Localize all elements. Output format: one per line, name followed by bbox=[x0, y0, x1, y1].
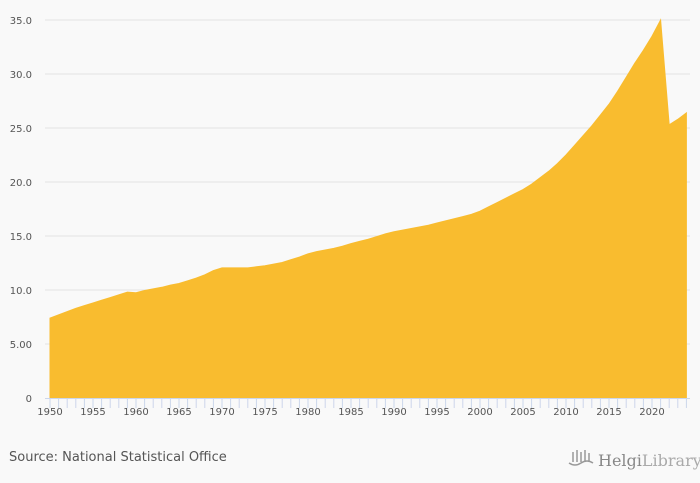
area-fill bbox=[49, 18, 687, 399]
x-tick-label: 1950 bbox=[37, 407, 62, 418]
x-tick-label: 1980 bbox=[295, 407, 320, 418]
x-tick-label: 2015 bbox=[596, 407, 621, 418]
x-tick-label: 1955 bbox=[80, 407, 105, 418]
y-tick-label: 20.0 bbox=[10, 178, 32, 189]
x-tick-label: 2000 bbox=[467, 407, 492, 418]
x-tick-label: 2020 bbox=[639, 407, 664, 418]
x-tick-label: 1965 bbox=[166, 407, 191, 418]
logo-text-library: Library. bbox=[641, 450, 700, 470]
logo-text-helgi: Helgi bbox=[598, 450, 642, 470]
y-tick-label: 30.0 bbox=[10, 70, 32, 81]
logo-icon bbox=[568, 448, 594, 472]
area-chart: 1950 1955 1960 1965 1970 1975 1980 1985 1990 1995… bbox=[10, 16, 690, 418]
x-tick-label: 1960 bbox=[123, 407, 148, 418]
x-tick-label: 1990 bbox=[381, 407, 406, 418]
y-tick-label: 0 bbox=[26, 394, 32, 405]
x-tick-label: 1970 bbox=[209, 407, 234, 418]
x-tick-label: 2010 bbox=[553, 407, 578, 418]
x-tick-label: 1975 bbox=[252, 407, 277, 418]
y-tick-label: 15.0 bbox=[10, 232, 32, 243]
helgi-library-logo[interactable]: HelgiLibrary. bbox=[568, 448, 700, 472]
y-tick-label: 5.00 bbox=[10, 340, 32, 351]
y-tick-label: 35.0 bbox=[10, 16, 32, 27]
y-axis: 0 5.00 10.0 15.0 20.0 25.0 30.0 35.0 bbox=[10, 16, 32, 405]
x-tick-label: 2005 bbox=[510, 407, 535, 418]
x-tick-label: 1995 bbox=[424, 407, 449, 418]
source-note: Source: National Statistical Office bbox=[9, 450, 227, 465]
y-tick-label: 25.0 bbox=[10, 124, 32, 135]
x-axis: 1950 1955 1960 1965 1970 1975 1980 1985 1990 1995… bbox=[37, 398, 690, 418]
area-series bbox=[49, 18, 687, 399]
y-tick-label: 10.0 bbox=[10, 286, 32, 297]
x-tick-label: 1985 bbox=[338, 407, 363, 418]
